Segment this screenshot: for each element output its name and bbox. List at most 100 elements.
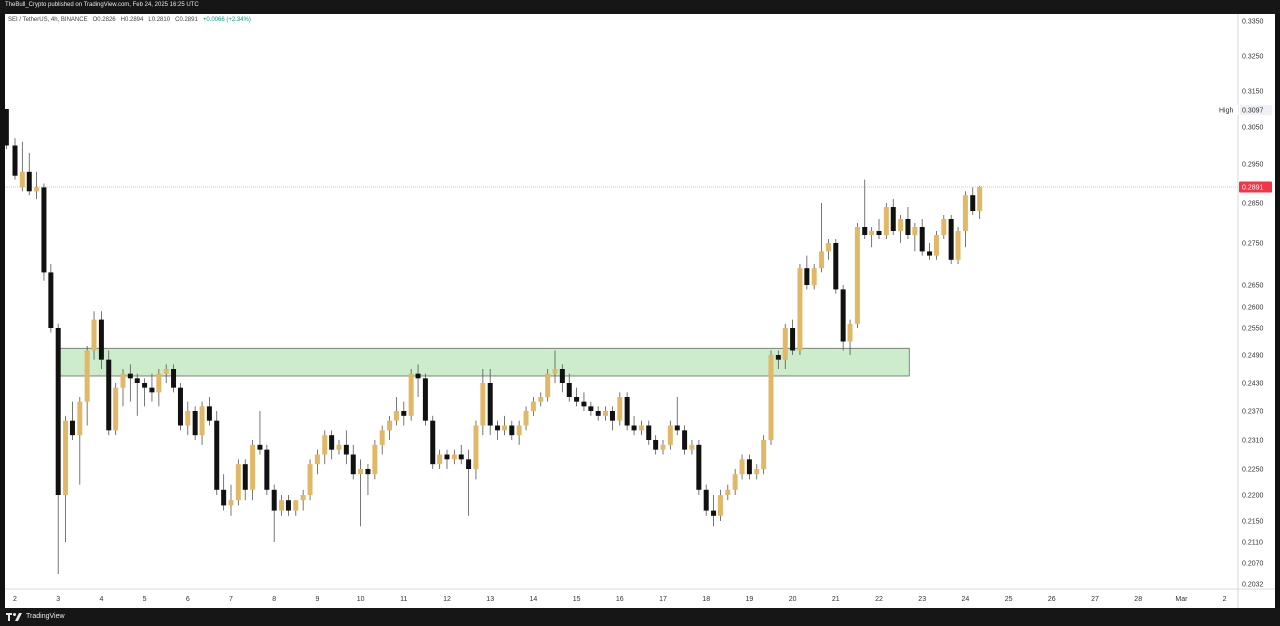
y-tick-label: 0.2550 xyxy=(1242,326,1264,333)
candle xyxy=(603,406,609,421)
candle-body xyxy=(732,474,738,490)
candle-body xyxy=(185,411,191,426)
candle xyxy=(739,454,745,480)
y-tick-label: 0.3050 xyxy=(1242,125,1264,132)
candle-body xyxy=(63,420,69,495)
candle xyxy=(285,495,291,516)
candle-body xyxy=(876,231,882,235)
candle-body xyxy=(473,425,479,469)
candle-body xyxy=(603,411,609,416)
x-tick-label: 9 xyxy=(315,596,319,603)
x-tick-label: 25 xyxy=(1005,596,1013,603)
candle xyxy=(264,444,270,495)
candle xyxy=(257,411,263,455)
candle xyxy=(689,440,695,455)
candle-body xyxy=(883,207,889,235)
high-label-bg xyxy=(1216,105,1238,116)
candle xyxy=(422,373,428,426)
candle-body xyxy=(559,369,565,383)
x-tick-label: 20 xyxy=(789,596,797,603)
x-tick-label: 2 xyxy=(13,596,17,603)
candle xyxy=(970,187,976,215)
candle xyxy=(530,397,536,416)
candle xyxy=(962,191,968,248)
brand-label[interactable]: TradingView xyxy=(26,613,65,620)
candle xyxy=(350,444,356,480)
candle-body xyxy=(746,459,752,475)
candle-body xyxy=(149,387,155,393)
candle xyxy=(545,369,551,402)
candle-body xyxy=(970,195,976,211)
x-tick-label: 16 xyxy=(616,596,624,603)
demand-zone xyxy=(57,347,910,377)
candle xyxy=(732,469,738,495)
candle-body xyxy=(451,454,457,460)
candle-body xyxy=(588,406,594,411)
candle xyxy=(869,227,875,248)
candle-body xyxy=(242,464,248,490)
candle xyxy=(156,369,162,407)
candle-body xyxy=(689,444,695,450)
candle-body xyxy=(69,420,75,436)
high-label: H xyxy=(120,17,125,23)
candle-body xyxy=(797,268,803,351)
candle xyxy=(660,440,666,455)
candle-body xyxy=(833,243,839,290)
candle xyxy=(408,369,414,421)
candle-body xyxy=(408,373,414,416)
candle xyxy=(552,350,558,383)
candle xyxy=(48,264,54,333)
candle-body xyxy=(761,440,767,469)
candle xyxy=(185,401,191,436)
candle-body xyxy=(674,425,680,431)
candle xyxy=(55,323,61,575)
candle xyxy=(883,203,889,239)
candle-body xyxy=(574,397,580,402)
candle xyxy=(206,397,212,426)
candle xyxy=(825,239,831,260)
candle-body xyxy=(725,489,731,495)
candle xyxy=(336,440,342,455)
candle xyxy=(387,415,393,440)
candle-body xyxy=(545,373,551,397)
candle xyxy=(221,474,227,511)
x-tick-label: 18 xyxy=(702,596,710,603)
x-tick-label: 12 xyxy=(443,596,451,603)
low-label: L xyxy=(148,17,152,23)
candle xyxy=(905,207,911,239)
x-tick-label: Mar xyxy=(1175,596,1188,603)
candle-body xyxy=(393,411,399,421)
candle xyxy=(415,364,421,397)
candle-body xyxy=(703,489,709,511)
candle-body xyxy=(955,231,961,260)
candle xyxy=(177,383,183,431)
candle-body xyxy=(437,454,443,465)
y-tick-label: 0.2430 xyxy=(1242,381,1264,388)
candle-body xyxy=(171,369,177,388)
candle xyxy=(501,415,507,436)
candle xyxy=(19,141,25,192)
candle-body xyxy=(933,235,939,256)
candle xyxy=(890,199,896,235)
candle-body xyxy=(790,328,796,351)
candle-body xyxy=(322,435,328,455)
candle xyxy=(775,350,781,369)
candle-body xyxy=(106,359,112,431)
candle-body xyxy=(862,227,868,235)
candle-body xyxy=(775,355,781,360)
candle xyxy=(876,219,882,239)
x-tick-label: 3 xyxy=(56,596,60,603)
candle-body xyxy=(941,219,947,235)
candle-body xyxy=(91,319,97,351)
x-tick-label: 22 xyxy=(875,596,883,603)
candle xyxy=(609,406,615,431)
candle xyxy=(948,215,954,264)
candle xyxy=(199,401,205,445)
last-price-badge xyxy=(1239,181,1272,193)
x-tick-label: 17 xyxy=(659,596,667,603)
candle xyxy=(646,420,652,445)
change-value: +0.0066 (+2.34%) xyxy=(202,17,251,23)
x-tick-label: 14 xyxy=(530,596,538,603)
candle xyxy=(458,444,464,465)
